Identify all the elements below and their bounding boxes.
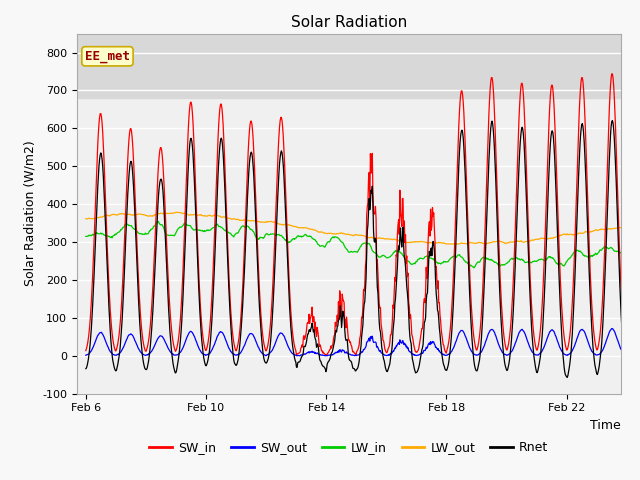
Title: Solar Radiation: Solar Radiation xyxy=(291,15,407,30)
Text: EE_met: EE_met xyxy=(85,50,130,63)
Bar xyxy=(77,34,621,98)
Text: Time: Time xyxy=(590,419,621,432)
Y-axis label: Solar Radiation (W/m2): Solar Radiation (W/m2) xyxy=(24,141,36,287)
Legend: SW_in, SW_out, LW_in, LW_out, Rnet: SW_in, SW_out, LW_in, LW_out, Rnet xyxy=(145,436,553,459)
